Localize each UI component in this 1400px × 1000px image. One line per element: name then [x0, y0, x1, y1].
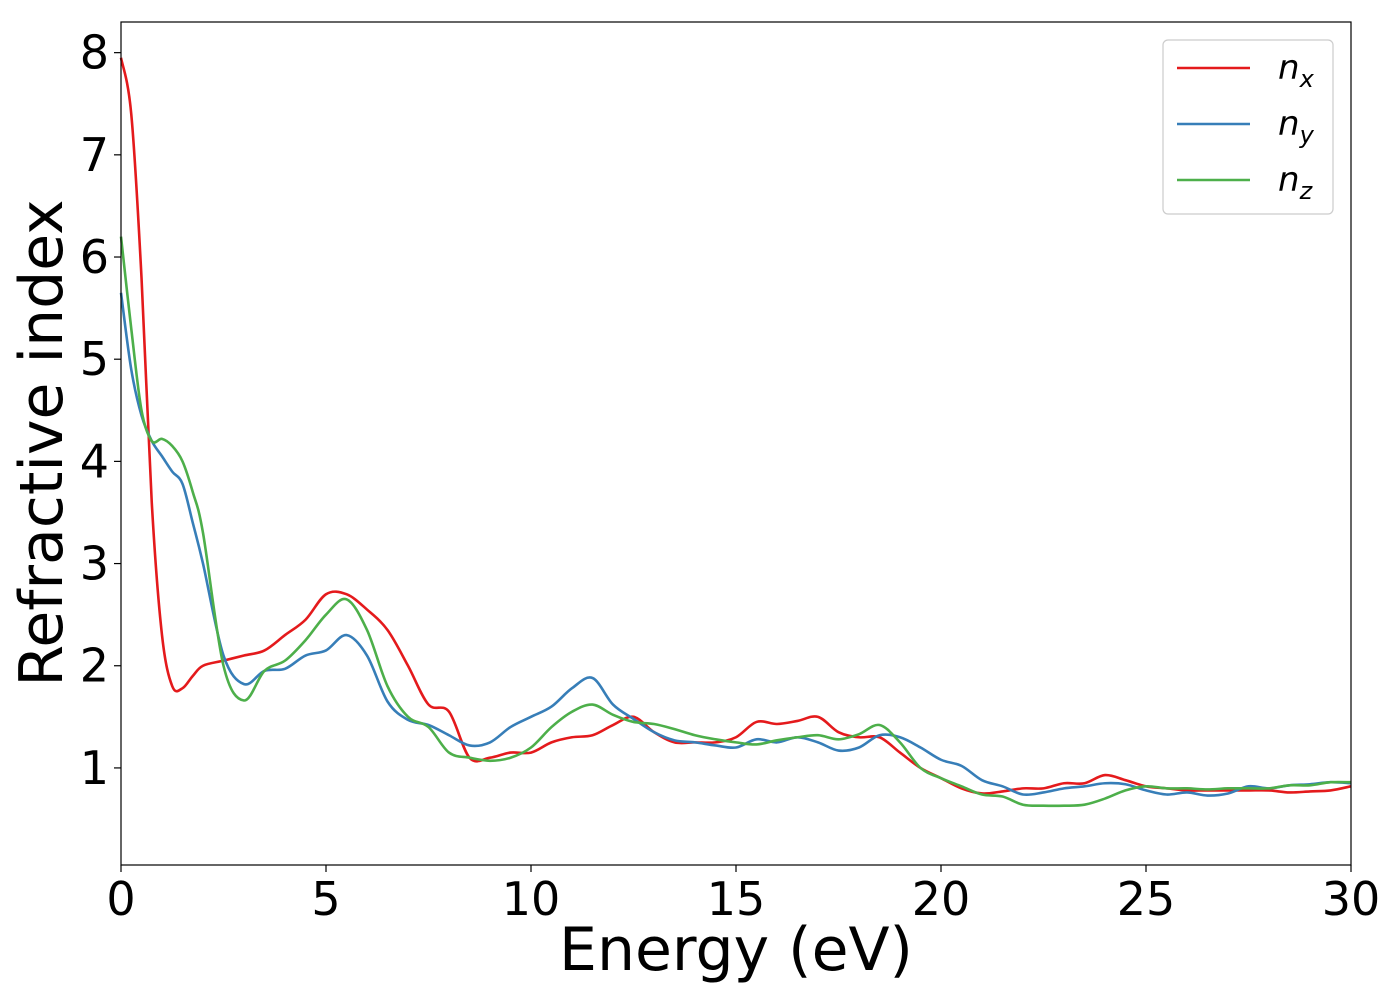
- x-axis: 0 5 10 15 20 25 30: [106, 865, 1380, 926]
- x-tick-label: 25: [1117, 872, 1176, 926]
- y-tick-label: 6: [80, 230, 109, 284]
- y-tick-label: 7: [80, 128, 109, 182]
- x-tick-label: 30: [1322, 872, 1381, 926]
- y-tick-label: 2: [80, 639, 109, 693]
- y-tick-label: 8: [80, 26, 109, 80]
- x-tick-label: 5: [311, 872, 340, 926]
- legend-label-x: nx: [1278, 48, 1315, 93]
- y-tick-label: 1: [80, 741, 109, 795]
- legend: nx ny nz: [1162, 39, 1334, 215]
- y-tick-label: 3: [80, 537, 109, 591]
- x-tick-label: 15: [707, 872, 766, 926]
- x-axis-title: Energy (eV): [559, 915, 913, 985]
- y-tick-label: 5: [80, 332, 109, 386]
- legend-box: [1162, 39, 1334, 215]
- x-tick-label: 0: [106, 872, 135, 926]
- legend-label-y: ny: [1278, 104, 1315, 149]
- x-tick-label: 20: [912, 872, 971, 926]
- y-tick-label: 4: [80, 434, 109, 488]
- x-tick-label: 10: [502, 872, 561, 926]
- series-layer: [119, 57, 1352, 808]
- y-axis: 1 2 3 4 5 6 7 8: [80, 26, 121, 795]
- series-line-x: [119, 57, 1352, 795]
- legend-label-z: nz: [1278, 160, 1314, 205]
- y-axis-title: Refractive index: [7, 199, 77, 686]
- series-line-z: [119, 236, 1352, 808]
- series-line-y: [119, 292, 1352, 797]
